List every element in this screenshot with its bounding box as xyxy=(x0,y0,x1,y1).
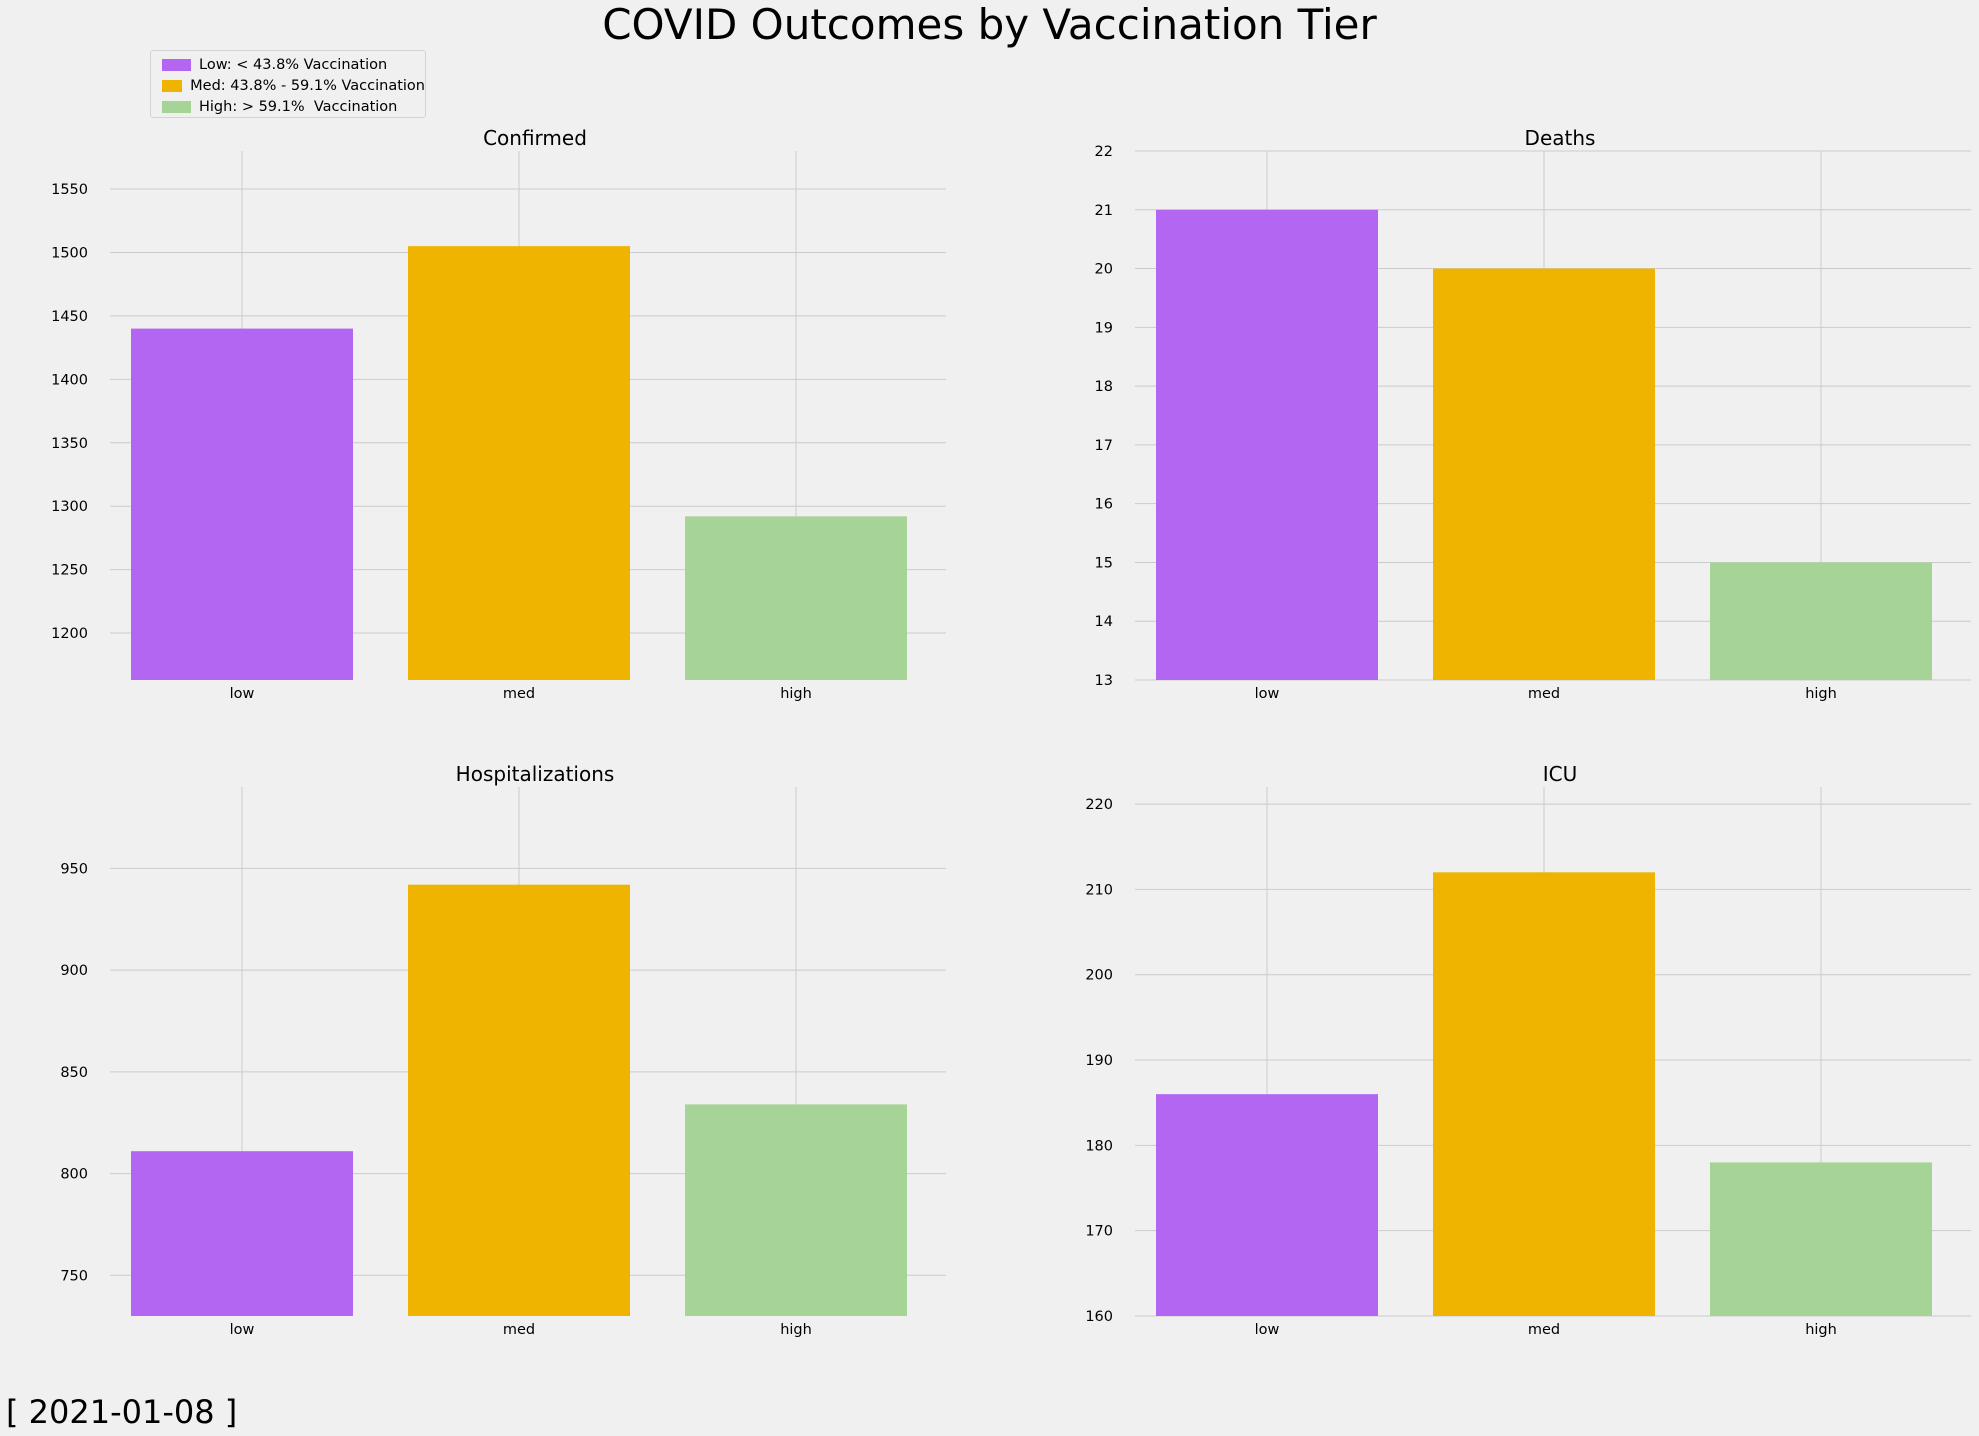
confirmed-xtick-label-low: low xyxy=(230,686,255,702)
deaths-chart: Deaths 13 14 15 16 17 18 19 20 21 22 low med high xyxy=(1095,126,1971,702)
confirmed-ytick-label: 1200 xyxy=(51,626,88,642)
figure-title: COVID Outcomes by Vaccination Tier xyxy=(602,0,1377,49)
deaths-ytick-label: 16 xyxy=(1095,497,1113,513)
legend-label-low: Low: < 43.8% Vaccination xyxy=(199,56,388,73)
hospitalizations-ytick-label: 800 xyxy=(60,1167,88,1183)
confirmed-ytick-label: 1250 xyxy=(51,563,88,579)
hospitalizations-bar-med xyxy=(408,884,630,1316)
hospitalizations-xtick-label-high: high xyxy=(780,1322,812,1338)
deaths-ytick-label: 14 xyxy=(1095,614,1113,630)
icu-bar-med xyxy=(1433,872,1655,1316)
icu-ytick-label: 220 xyxy=(1085,797,1113,813)
legend-label-high: High: > 59.1% Vaccination xyxy=(199,98,398,115)
confirmed-bar-high xyxy=(685,516,907,680)
legend-swatch-med xyxy=(162,79,183,92)
deaths-ytick-label: 21 xyxy=(1095,203,1113,219)
deaths-bar-high xyxy=(1710,562,1932,680)
deaths-ytick-label: 20 xyxy=(1095,262,1113,278)
legend-swatch-high xyxy=(162,100,191,113)
deaths-xtick-label-low: low xyxy=(1255,686,1280,702)
confirmed-ytick-label: 1500 xyxy=(51,245,88,261)
deaths-xtick-label-med: med xyxy=(1528,686,1560,702)
hospitalizations-ytick-label: 850 xyxy=(60,1065,88,1081)
deaths-ytick-label: 18 xyxy=(1095,379,1113,395)
icu-ytick-label: 190 xyxy=(1085,1053,1113,1069)
hospitalizations-bar-high xyxy=(685,1104,907,1316)
confirmed-xtick-label-med: med xyxy=(503,686,535,702)
confirmed-ytick-label: 1550 xyxy=(51,182,88,198)
confirmed-xtick-label-high: high xyxy=(780,686,812,702)
deaths-bar-low xyxy=(1156,209,1378,680)
icu-xtick-label-med: med xyxy=(1528,1322,1560,1338)
legend-swatch-low xyxy=(162,58,191,71)
deaths-title: Deaths xyxy=(1525,126,1596,150)
deaths-ytick-label: 19 xyxy=(1095,320,1113,336)
deaths-ytick-label: 13 xyxy=(1095,673,1113,689)
hospitalizations-ytick-label: 750 xyxy=(60,1268,88,1284)
deaths-ytick-label: 22 xyxy=(1095,144,1113,160)
icu-bar-low xyxy=(1156,1094,1378,1316)
confirmed-ytick-label: 1350 xyxy=(51,436,88,452)
legend-item-high: High: > 59.1% Vaccination xyxy=(155,96,425,117)
deaths-bar-med xyxy=(1433,268,1655,680)
deaths-ytick-label: 17 xyxy=(1095,438,1113,454)
deaths-xtick-label-high: high xyxy=(1805,686,1837,702)
confirmed-title: Confirmed xyxy=(483,126,587,150)
legend-item-med: Med: 43.8% - 59.1% Vaccination xyxy=(155,75,425,96)
icu-bar-high xyxy=(1710,1162,1932,1316)
date-stamp: [ 2021-01-08 ] xyxy=(6,1393,238,1431)
icu-xtick-label-high: high xyxy=(1805,1322,1837,1338)
deaths-ytick-label: 15 xyxy=(1095,555,1113,571)
icu-ytick-label: 160 xyxy=(1085,1309,1113,1325)
icu-ytick-label: 170 xyxy=(1085,1224,1113,1240)
icu-ytick-label: 200 xyxy=(1085,968,1113,984)
confirmed-bar-med xyxy=(408,246,630,680)
hospitalizations-xtick-label-low: low xyxy=(230,1322,255,1338)
confirmed-chart: Confirmed 1200 1250 1300 1350 1400 1450 1500 155… xyxy=(51,126,946,702)
legend: Low: < 43.8% Vaccination Med: 43.8% - 59… xyxy=(150,50,426,118)
hospitalizations-ytick-label: 950 xyxy=(60,861,88,877)
legend-label-med: Med: 43.8% - 59.1% Vaccination xyxy=(190,77,425,94)
icu-ytick-label: 210 xyxy=(1085,882,1113,898)
icu-chart: ICU 160 170 180 190 200 210 220 low med high xyxy=(1085,762,1971,1338)
hospitalizations-title: Hospitalizations xyxy=(456,762,615,786)
hospitalizations-xtick-label-med: med xyxy=(503,1322,535,1338)
hospitalizations-ytick-label: 900 xyxy=(60,963,88,979)
legend-item-low: Low: < 43.8% Vaccination xyxy=(155,54,425,75)
confirmed-ytick-label: 1300 xyxy=(51,499,88,515)
hospitalizations-bar-low xyxy=(131,1151,353,1316)
confirmed-bar-low xyxy=(131,328,353,680)
confirmed-ytick-label: 1400 xyxy=(51,372,88,388)
icu-xtick-label-low: low xyxy=(1255,1322,1280,1338)
hospitalizations-chart: Hospitalizations 750 800 850 900 950 low med hig… xyxy=(60,762,946,1338)
icu-ytick-label: 180 xyxy=(1085,1138,1113,1154)
confirmed-ytick-label: 1450 xyxy=(51,309,88,325)
icu-title: ICU xyxy=(1543,762,1578,786)
